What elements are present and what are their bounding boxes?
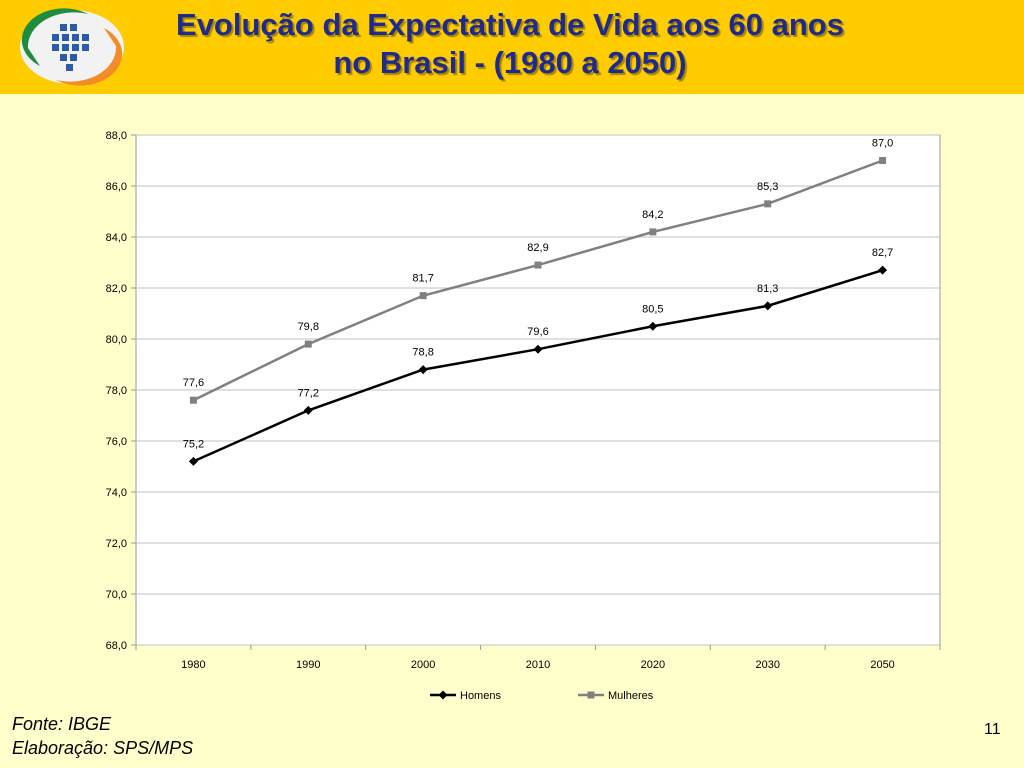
y-tick-label: 78,0: [106, 385, 127, 397]
point-mulheres: [879, 157, 887, 164]
x-tick-label: 1990: [296, 659, 320, 671]
y-tick-label: 88,0: [106, 130, 127, 142]
y-tick-label: 84,0: [106, 232, 127, 244]
point-mulheres: [649, 228, 657, 236]
legend-marker-homens: [438, 690, 448, 700]
x-tick-label: 1980: [181, 659, 205, 671]
point-mulheres: [304, 340, 312, 348]
page-number: 11: [984, 721, 1001, 738]
y-tick-label: 86,0: [106, 181, 127, 193]
data-label-homens: 78,8: [412, 347, 433, 359]
point-mulheres: [419, 292, 427, 300]
data-label-homens: 75,2: [183, 438, 204, 450]
slide-header: Evolução da Expectativa de Vida aos 60 a…: [0, 0, 1024, 94]
title-line-2: no Brasil - (1980 a 2050): [333, 45, 687, 80]
point-mulheres: [189, 396, 197, 404]
point-homens: [763, 301, 773, 311]
y-tick-label: 70,0: [106, 589, 127, 601]
footer-source: Fonte: IBGE Elaboração: SPS/MPS: [12, 712, 193, 760]
y-tick-label: 80,0: [106, 334, 127, 346]
data-label-mulheres: 84,2: [642, 209, 663, 221]
point-homens: [878, 265, 888, 275]
data-label-mulheres: 81,7: [412, 273, 433, 285]
slide-title: Evolução da Expectativa de Vida aos 60 a…: [130, 6, 890, 82]
data-label-homens: 77,2: [298, 387, 319, 399]
legend-marker-mulheres: [587, 691, 595, 699]
y-tick-label: 76,0: [106, 436, 127, 448]
x-tick-label: 2000: [411, 659, 435, 671]
point-mulheres: [764, 200, 772, 208]
point-homens: [648, 321, 658, 331]
data-label-homens: 81,3: [757, 283, 778, 295]
title-line-1: Evolução da Expectativa de Vida aos 60 a…: [176, 7, 844, 42]
logo-icon: [20, 8, 124, 86]
source-label: Fonte: IBGE: [12, 714, 112, 734]
point-homens: [418, 365, 428, 375]
x-tick-label: 2020: [641, 659, 665, 671]
x-tick-label: 2030: [755, 659, 779, 671]
point-homens: [188, 456, 198, 466]
data-label-mulheres: 82,9: [527, 242, 548, 254]
data-label-homens: 82,7: [872, 247, 893, 259]
data-label-mulheres: 85,3: [757, 181, 778, 193]
point-mulheres: [534, 261, 542, 269]
legend-label-homens: Homens: [460, 690, 501, 702]
data-label-homens: 79,6: [527, 326, 548, 338]
point-homens: [303, 405, 313, 415]
y-tick-label: 72,0: [106, 538, 127, 550]
data-label-mulheres: 77,6: [183, 377, 204, 389]
y-tick-label: 74,0: [106, 487, 127, 499]
legend-label-mulheres: Mulheres: [608, 690, 654, 702]
elaboration-label: Elaboração: SPS/MPS: [12, 738, 194, 758]
y-tick-label: 82,0: [106, 283, 127, 295]
data-label-mulheres: 79,8: [298, 321, 319, 333]
x-tick-label: 2010: [526, 659, 550, 671]
life-expectancy-chart: 68,0 70,0 72,0 74,0 76,0 78,0 80,0 82,0 84,0 86,0…: [106, 130, 941, 702]
data-label-mulheres: 87,0: [872, 138, 893, 150]
data-label-homens: 80,5: [642, 303, 663, 315]
point-homens: [533, 344, 543, 354]
x-tick-label: 2050: [870, 659, 894, 671]
y-tick-label: 68,0: [106, 640, 127, 652]
